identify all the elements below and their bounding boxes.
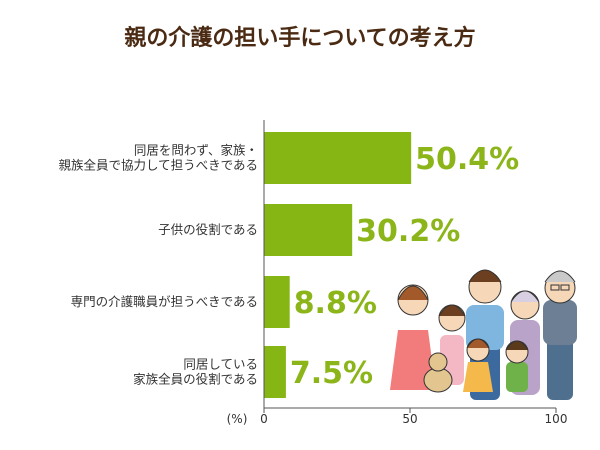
bar-2 [264,276,290,328]
x-tick-label-1: 50 [402,412,417,426]
chart-title: 親の介護の担い手についての考え方 [124,25,475,51]
category-label-1: 子供の役割である [158,222,258,237]
bar-0 [264,132,412,184]
value-label-3: 7.5% [290,356,373,391]
x-tick-label-0: 0 [260,412,268,426]
family-illustration [390,269,577,400]
value-label-0: 50.4% [415,142,519,177]
category-label-3: 同居している家族全員の役割である [133,357,258,387]
dog-figure [423,352,453,393]
value-label-1: 30.2% [356,214,460,249]
x-tick-label-2: 100 [545,412,568,426]
category-label-0: 同居を問わず、家族・親族全員で協力して担うべきである [58,143,258,173]
value-label-2: 8.8% [294,286,377,321]
bar-3 [264,346,286,398]
mother-figure [390,284,436,390]
grandfather-figure [543,270,577,400]
category-label-2: 専門の介護職員が担うべきである [71,294,258,309]
unit-label: (%) [227,412,248,426]
bar-1 [264,204,353,256]
small-girl-figure [463,338,493,392]
boy-figure [505,340,529,392]
